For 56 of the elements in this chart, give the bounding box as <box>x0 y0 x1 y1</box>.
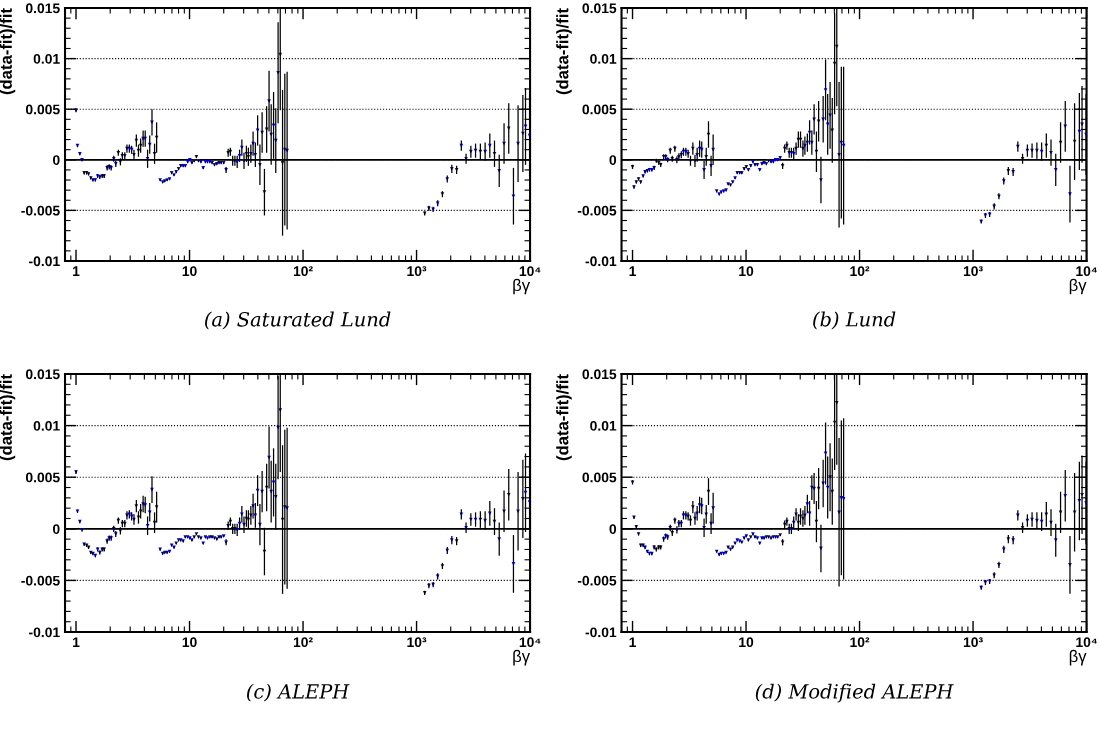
x-tick-label: 10² <box>293 266 313 277</box>
text: (d) Modified ALEPH <box>755 683 954 703</box>
x-tick-label: 10² <box>850 637 870 648</box>
x-tick-label: 10³ <box>963 637 983 648</box>
text: (c) ALEPH <box>247 683 350 702</box>
text: (b) Lund <box>813 311 896 330</box>
x-tick-label: 10 <box>182 266 197 277</box>
x-tick-label: 10³ <box>407 266 427 277</box>
y-tick-label: 0.01 <box>590 53 617 64</box>
y-tick-label: 0 <box>609 524 617 534</box>
y-tick-label: 0.015 <box>25 369 60 380</box>
x-tick-label: 10⁴ <box>519 637 541 648</box>
x-tick-label: 1 <box>73 637 80 647</box>
x-tick-label: 1 <box>629 266 636 276</box>
x-axis-title: βγ <box>1069 278 1087 295</box>
y-tick-label: 0 <box>609 155 617 165</box>
y-tick-label: -0.005 <box>577 575 617 586</box>
y-tick-label: -0.01 <box>585 627 617 638</box>
y-tick-label: 0 <box>52 155 60 165</box>
y-tick-label: -0.01 <box>29 256 60 267</box>
x-axis-title: βγ <box>513 278 531 295</box>
y-axis-title: (data-fit)/fit <box>0 374 16 461</box>
x-tick-label: 10³ <box>963 266 983 277</box>
x-tick-label: 10⁴ <box>1076 266 1097 277</box>
y-tick-label: -0.005 <box>21 205 60 216</box>
x-tick-label: 10 <box>182 637 197 648</box>
x-tick-label: 10² <box>293 637 313 648</box>
y-tick-label: -0.01 <box>585 256 617 267</box>
y-tick-label: 0.015 <box>582 369 617 380</box>
y-tick-label: 0 <box>52 524 60 534</box>
x-tick-label: 1 <box>629 637 636 647</box>
x-axis-title: βγ <box>1069 649 1087 666</box>
y-tick-label: 0.005 <box>25 472 60 483</box>
y-axis-title: (data-fit)/fit <box>0 8 16 95</box>
y-tick-label: -0.01 <box>29 627 60 638</box>
x-tick-label: 10⁴ <box>1076 637 1097 648</box>
y-tick-label: 0.005 <box>582 472 617 483</box>
text: (a) Saturated Lund <box>205 311 391 330</box>
y-tick-label: 0.015 <box>582 3 617 14</box>
y-tick-label: 0.005 <box>25 104 60 115</box>
y-axis-title: (data-fit)/fit <box>556 374 572 461</box>
y-tick-label: -0.005 <box>577 205 617 216</box>
y-axis-title: (data-fit)/fit <box>556 8 572 95</box>
x-axis-title: βγ <box>513 649 531 666</box>
x-tick-label: 1 <box>73 266 80 276</box>
y-tick-label: 0.01 <box>33 53 60 64</box>
y-tick-label: 0.01 <box>590 420 617 431</box>
y-tick-label: -0.005 <box>21 575 60 586</box>
x-tick-label: 10³ <box>407 637 427 648</box>
y-tick-label: 0.005 <box>582 104 617 115</box>
x-tick-label: 10 <box>739 637 754 648</box>
y-tick-label: 0.01 <box>33 420 60 431</box>
y-tick-label: 0.015 <box>25 3 60 14</box>
x-tick-label: 10 <box>739 266 754 277</box>
x-tick-label: 10² <box>850 266 870 277</box>
x-tick-label: 10⁴ <box>519 266 541 277</box>
